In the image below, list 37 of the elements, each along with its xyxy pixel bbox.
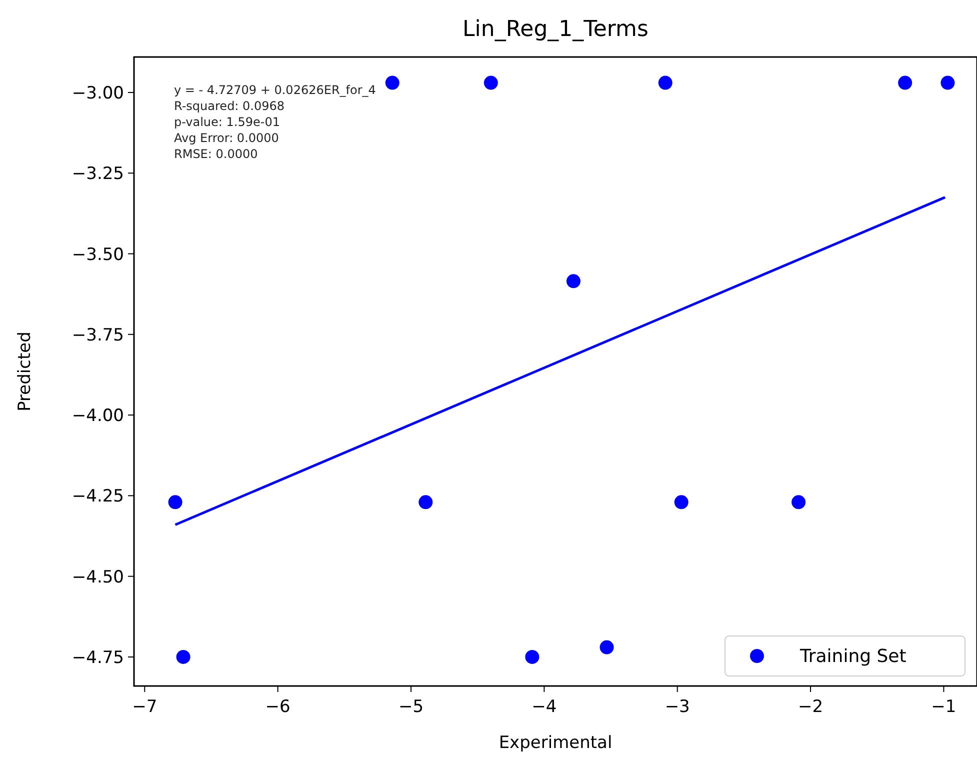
y-tick-label: −3.50 [72, 244, 124, 265]
point [674, 495, 688, 510]
chart-title: Lin_Reg_1_Terms [462, 17, 648, 42]
x-tick-label: −3 [664, 697, 690, 717]
y-tick-label: −4.50 [72, 567, 124, 588]
point [792, 495, 806, 510]
x-tick-label: −1 [931, 697, 956, 717]
annotation: R-squared: 0.0968 [174, 99, 285, 113]
x-axis-title: Experimental [498, 733, 612, 753]
y-tick-label: −3.75 [72, 325, 124, 346]
annotation: Avg Error: 0.0000 [174, 131, 279, 145]
legend-label: Training Set [799, 646, 906, 667]
point [176, 650, 190, 664]
point [940, 76, 955, 90]
point [484, 76, 498, 90]
point [385, 76, 400, 90]
x-tick-label: −7 [132, 697, 158, 717]
x-tick-label: −6 [265, 697, 290, 717]
y-tick-label: −4.25 [72, 486, 124, 507]
y-tick-label: −3.00 [72, 83, 124, 104]
point [898, 76, 912, 90]
y-tick-label: −4.00 [72, 406, 124, 426]
point [658, 76, 672, 90]
point [600, 640, 614, 654]
x-tick-label: −4 [532, 697, 557, 717]
annotation: y = - 4.72709 + 0.02626ER_for_4 [174, 83, 376, 97]
point [168, 495, 182, 510]
point [525, 650, 540, 664]
point [566, 274, 580, 288]
y-axis-title: Predicted [15, 332, 35, 412]
annotation: RMSE: 0.0000 [174, 147, 258, 161]
y-tick-label: −3.25 [72, 164, 124, 184]
x-tick-label: −2 [798, 697, 824, 717]
y-tick-label: −4.75 [72, 648, 124, 668]
annotation: p-value: 1.59e-01 [174, 115, 280, 129]
x-tick-label: −5 [398, 697, 424, 717]
point [418, 495, 433, 510]
